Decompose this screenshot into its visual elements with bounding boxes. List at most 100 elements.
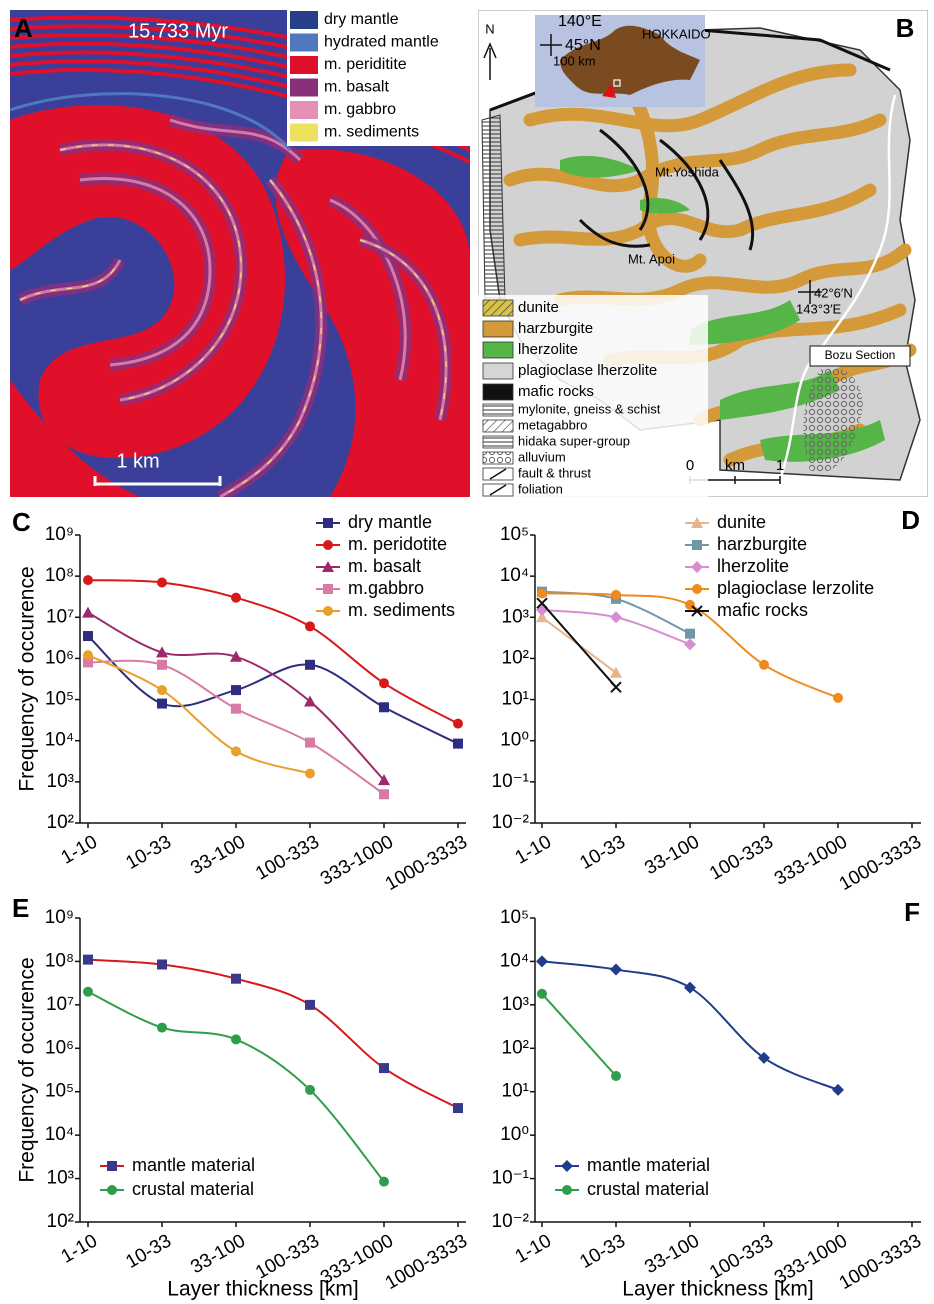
legend-swatch bbox=[482, 383, 514, 401]
gabbro-stripe bbox=[79, 177, 212, 367]
marker bbox=[83, 954, 93, 965]
x-tick-label: 1-10 bbox=[512, 1230, 555, 1267]
y-tick-label: 10⁵ bbox=[500, 907, 529, 928]
panel-label: B bbox=[896, 13, 915, 43]
chart: C 10² 10³ 10⁴ 10⁵ 10⁶ 10⁷ 10⁸ 10⁹ 1-10 10-33 33-100… bbox=[12, 507, 471, 895]
y-tick-label: 10⁻¹ bbox=[492, 771, 530, 792]
marker bbox=[157, 698, 167, 709]
marker bbox=[231, 973, 241, 984]
x-tick-label: 33-100 bbox=[187, 1230, 249, 1278]
legend-label: dry mantle bbox=[348, 512, 432, 532]
marker bbox=[379, 1063, 389, 1074]
geological-map bbox=[478, 10, 928, 497]
panel-label: F bbox=[904, 897, 920, 927]
chart: F 10⁻² 10⁻¹ 10⁰ 10¹ 10² 10³ 10⁴ 10⁵ 1-10 10-33 33-1… bbox=[492, 897, 926, 1301]
legend-label: dunite bbox=[717, 512, 766, 532]
y-axis-title: Frequency of occurence bbox=[16, 566, 39, 791]
hydrated-band bbox=[10, 92, 292, 151]
marker bbox=[536, 611, 548, 623]
marker bbox=[832, 1083, 844, 1096]
marker bbox=[157, 577, 167, 588]
legend-label: alluvium bbox=[518, 449, 566, 464]
label-box bbox=[809, 345, 911, 367]
legend-label: mylonite, gneiss & schist bbox=[518, 401, 661, 416]
legend-label: mantle material bbox=[587, 1155, 710, 1175]
marker bbox=[230, 650, 242, 662]
legend-swatch bbox=[290, 123, 318, 142]
marker bbox=[305, 999, 315, 1010]
north-label: N bbox=[485, 21, 494, 36]
series-line bbox=[87, 635, 459, 745]
legend-label: hidaka super-group bbox=[518, 433, 630, 448]
inset-box bbox=[613, 79, 621, 87]
scale-unit: km bbox=[725, 457, 745, 474]
marker bbox=[323, 540, 333, 550]
marker bbox=[536, 955, 548, 968]
y-tick-label: 10⁹ bbox=[45, 524, 74, 545]
legend-swatch bbox=[290, 11, 318, 29]
marker bbox=[691, 605, 703, 617]
y-tick-label: 10² bbox=[47, 812, 74, 833]
legend-label: metagabbro bbox=[518, 417, 587, 432]
legend-swatch bbox=[482, 403, 514, 417]
x-tick-label: 10-33 bbox=[122, 1230, 175, 1272]
river bbox=[778, 94, 897, 481]
legend-label: m. basalt bbox=[324, 79, 389, 96]
marker bbox=[157, 959, 167, 970]
legend-label: mafic rocks bbox=[717, 600, 808, 620]
inset-scale: 100 km bbox=[553, 53, 596, 68]
marker bbox=[157, 1022, 167, 1033]
x-tick-label: 100-333 bbox=[706, 831, 777, 884]
y-tick-label: 10¹ bbox=[502, 1081, 529, 1102]
marker bbox=[691, 517, 703, 528]
hokkaido-shape bbox=[560, 25, 700, 96]
marker bbox=[231, 703, 241, 714]
x-tick-label: 1000-3333 bbox=[836, 1230, 925, 1294]
y-tick-label: 10² bbox=[47, 1211, 74, 1232]
legend-swatch bbox=[290, 78, 318, 97]
x-tick-label: 1000-3333 bbox=[382, 1230, 471, 1294]
y-axis-title: Frequency of occurence bbox=[16, 957, 39, 1182]
marker bbox=[692, 584, 702, 594]
marker bbox=[611, 589, 621, 600]
y-tick-label: 10⁸ bbox=[45, 565, 74, 586]
marker bbox=[610, 963, 622, 976]
series-line bbox=[87, 659, 385, 796]
y-tick-label: 10³ bbox=[47, 771, 74, 792]
legend-swatch bbox=[483, 300, 513, 316]
section-label: Bozu Section bbox=[825, 348, 896, 362]
x-axis-title: Layer thickness [km] bbox=[167, 1278, 358, 1301]
legend-label: plagioclase lherzolite bbox=[518, 362, 657, 379]
x-tick-label: 100-333 bbox=[252, 831, 323, 884]
legend-label: mafic rocks bbox=[518, 383, 594, 400]
scale-label: 1 km bbox=[116, 450, 159, 472]
marker bbox=[231, 746, 241, 757]
y-tick-label: 10³ bbox=[502, 994, 529, 1015]
legend-label: dunite bbox=[518, 299, 559, 316]
location-marker bbox=[602, 84, 616, 98]
legend-swatch bbox=[290, 56, 318, 74]
legend-swatch bbox=[482, 320, 514, 338]
marker bbox=[684, 981, 696, 994]
marker bbox=[378, 774, 390, 786]
legend-label: m. peridotite bbox=[348, 534, 447, 554]
y-tick-label: 10⁶ bbox=[45, 1037, 74, 1058]
y-tick-label: 10⁰ bbox=[500, 730, 529, 751]
series-line bbox=[87, 654, 311, 775]
legend-label: mantle material bbox=[132, 1155, 255, 1175]
marker bbox=[833, 692, 843, 703]
x-tick-label: 10-33 bbox=[122, 831, 175, 873]
marker bbox=[156, 646, 168, 658]
marker bbox=[536, 597, 548, 609]
panel-label: C bbox=[12, 507, 31, 537]
legend-label: lherzolite bbox=[717, 556, 789, 576]
marker bbox=[304, 695, 316, 707]
marker bbox=[561, 1160, 573, 1172]
legend-swatch bbox=[482, 435, 514, 449]
y-tick-label: 10² bbox=[502, 1037, 529, 1058]
inset-lat: 45°N bbox=[565, 37, 601, 54]
coord-lon: 143°3′E bbox=[796, 301, 842, 316]
scale-one: 1 bbox=[776, 457, 784, 474]
marker bbox=[305, 1084, 315, 1095]
marker bbox=[692, 540, 702, 550]
